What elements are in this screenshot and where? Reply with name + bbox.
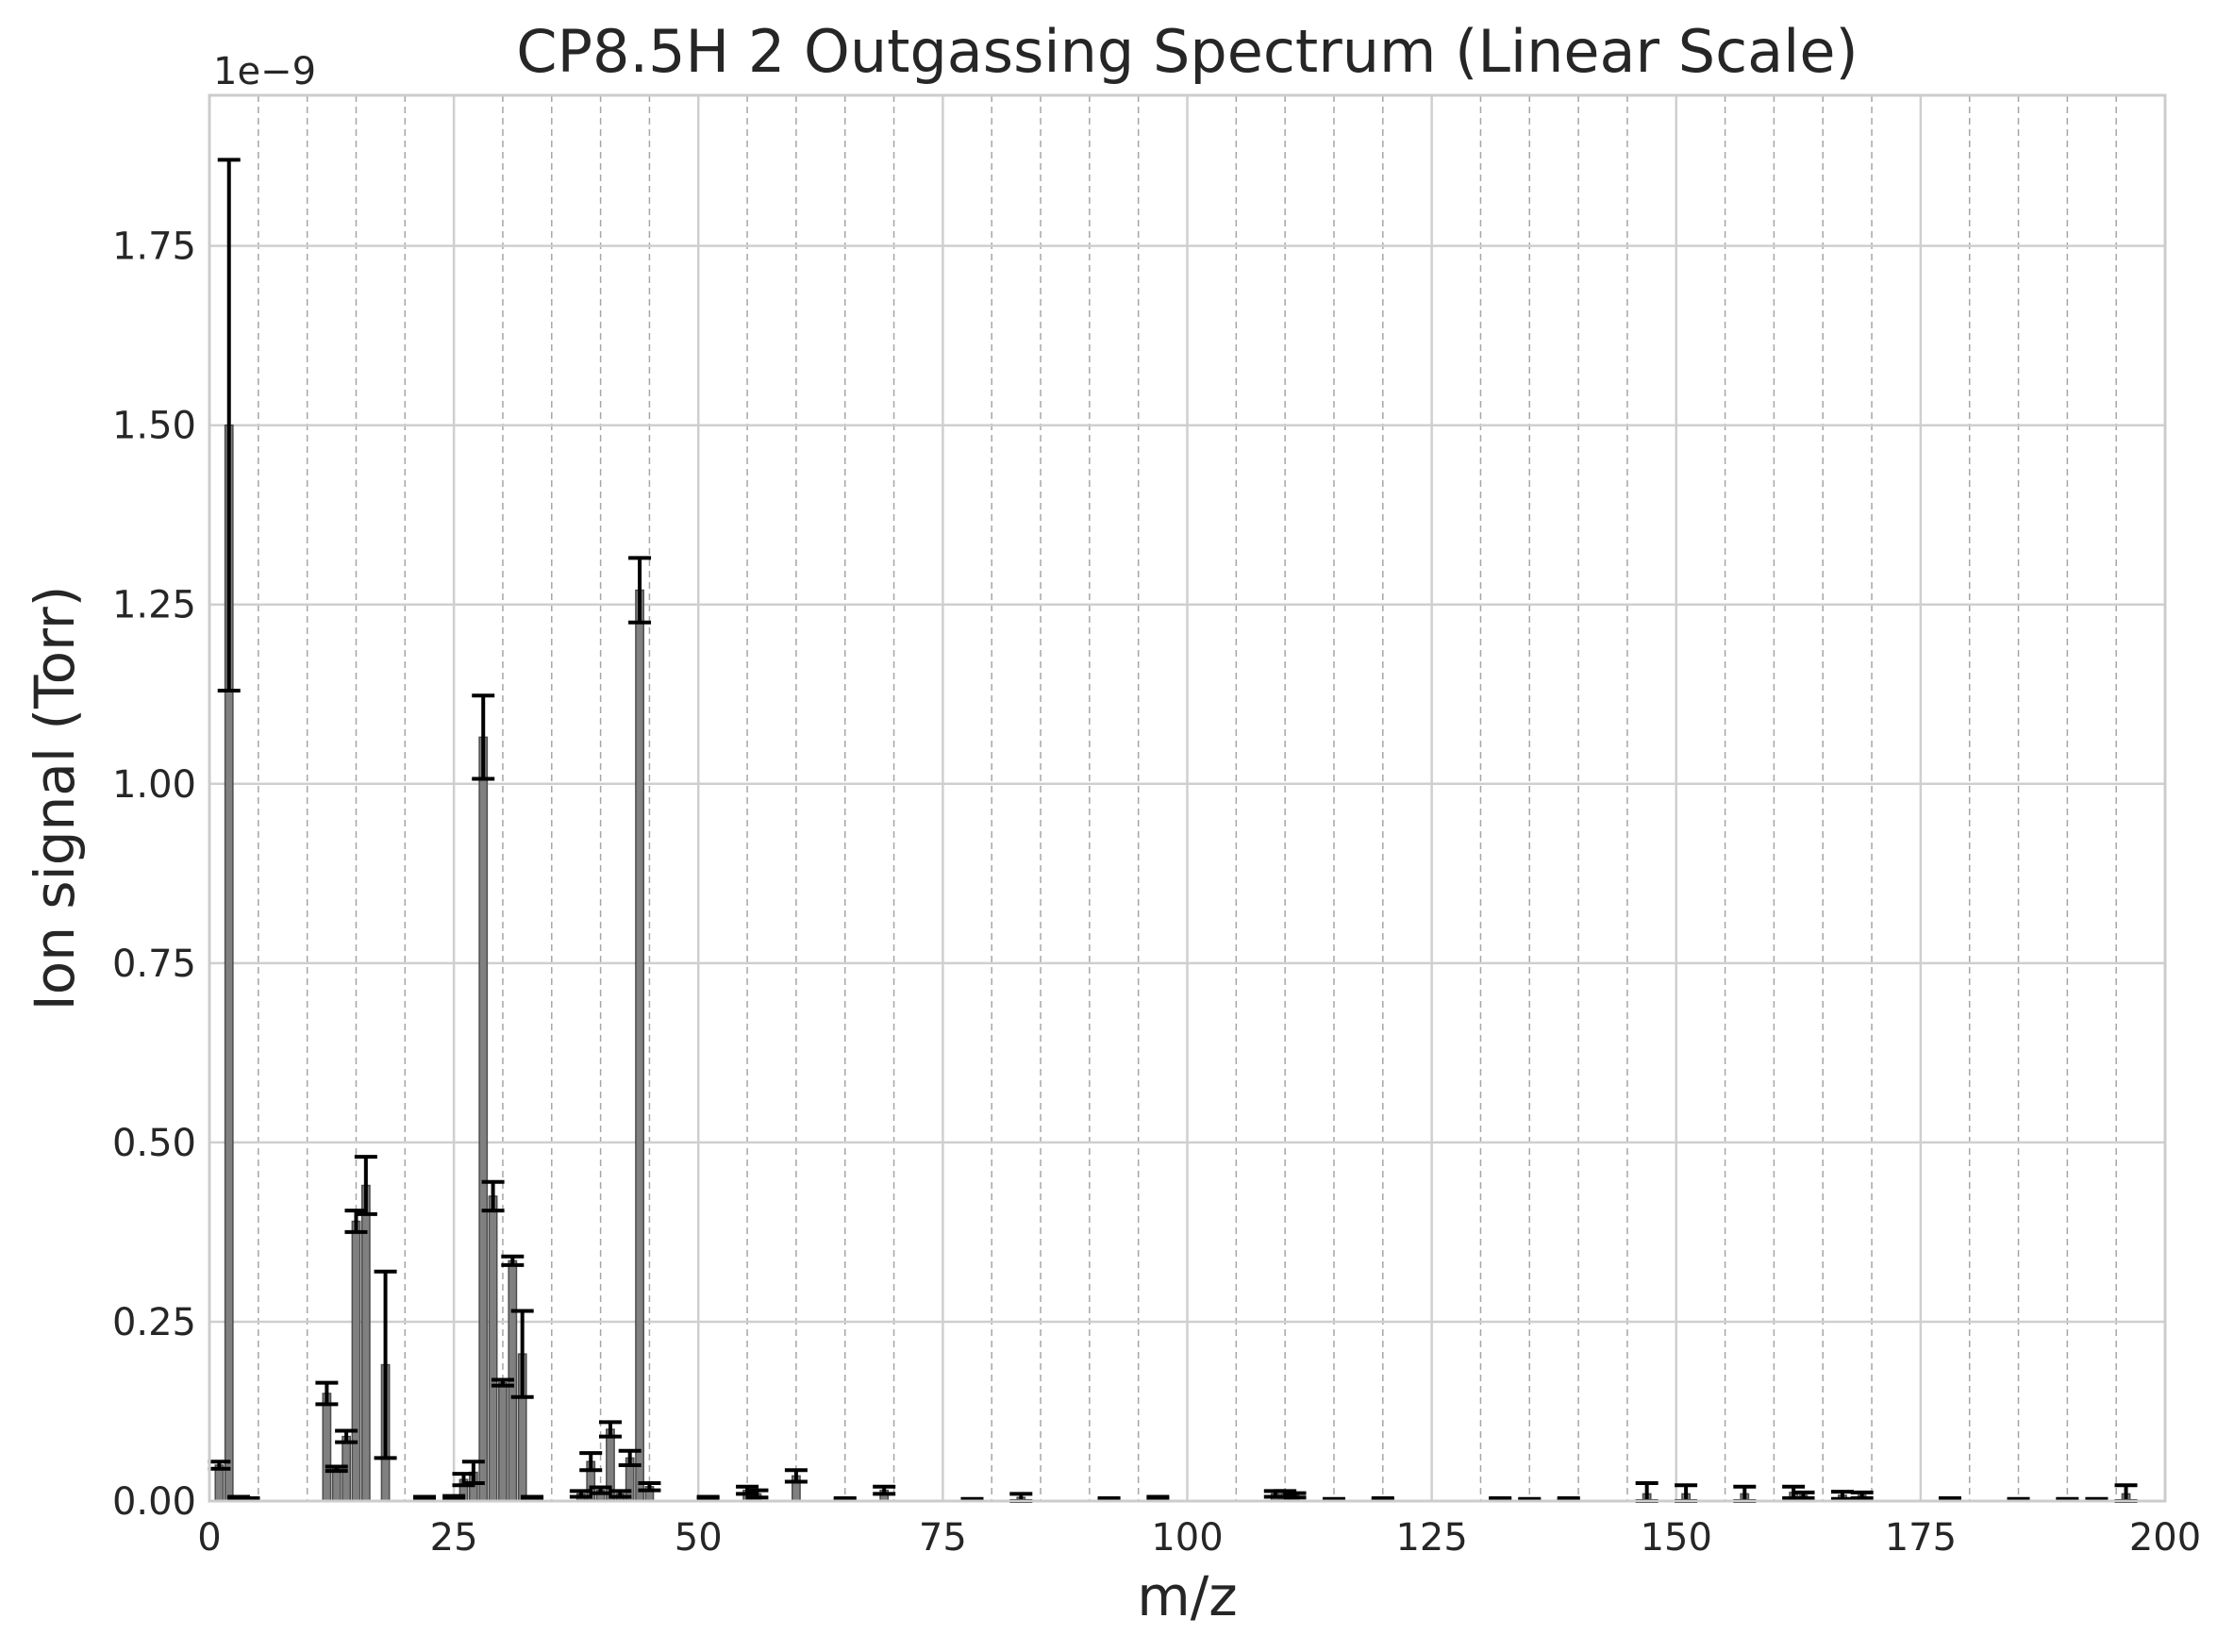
y-tick-label: 0.50 (112, 1122, 196, 1165)
error-bar (1097, 1495, 1121, 1502)
error-bar (598, 1420, 622, 1439)
error-bar (354, 1155, 377, 1216)
spectrum-bar (478, 736, 489, 1502)
chart-title: CP8.5H 2 Outgassing Spectrum (Linear Sca… (516, 17, 1858, 86)
error-bar (374, 1269, 397, 1460)
error-bar (1283, 1491, 1307, 1500)
spectrum-bar (342, 1435, 352, 1502)
y-tick-label: 0.00 (112, 1480, 196, 1524)
error-bar (315, 1380, 339, 1407)
x-tick-label: 150 (1641, 1516, 1712, 1560)
error-bar (589, 1485, 612, 1495)
error-bar (521, 1494, 544, 1500)
error-bar (491, 1377, 514, 1388)
error-bars-layer (208, 158, 2138, 1503)
spectrum-bar (322, 1393, 332, 1502)
error-bar (833, 1495, 857, 1502)
y-tick-label: 1.00 (112, 763, 196, 807)
error-bar (1557, 1495, 1580, 1502)
error-bar (1850, 1490, 1874, 1500)
x-tick-label: 0 (197, 1516, 221, 1560)
error-bar (1489, 1495, 1512, 1502)
error-bar (472, 693, 495, 781)
y-tick-label: 0.75 (112, 943, 196, 986)
error-bar (442, 1493, 466, 1501)
error-bar (461, 1460, 485, 1485)
error-bar (696, 1494, 720, 1500)
error-bar (208, 1460, 231, 1471)
x-tick-label: 175 (1885, 1516, 1957, 1560)
error-bar (745, 1488, 769, 1500)
error-bar (1938, 1495, 1961, 1502)
x-tick-label: 125 (1395, 1516, 1467, 1560)
spectrum-bar (488, 1195, 498, 1502)
error-bar (628, 556, 652, 625)
error-bar (1830, 1490, 1854, 1501)
y-axis-label: Ion signal (Torr) (23, 586, 87, 1011)
x-tick-label: 50 (675, 1516, 723, 1560)
x-tick-label: 100 (1151, 1516, 1223, 1560)
y-tick-label: 1.25 (112, 584, 196, 627)
error-bar (481, 1179, 505, 1213)
x-tick-label: 25 (430, 1516, 478, 1560)
error-bar (335, 1428, 358, 1444)
x-axis-label: m/z (1137, 1564, 1237, 1628)
y-tick-label: 1.75 (112, 225, 196, 269)
ticks-layer: 0 25 50 75 100 125 150 175 200 0.00 0.25 0.50 0.75 1.… (112, 225, 2201, 1560)
spectrum-bar (635, 589, 644, 1502)
error-bar (1371, 1495, 1394, 1502)
spectrum-bar (351, 1220, 361, 1502)
error-bar (217, 158, 241, 693)
error-bar (510, 1309, 534, 1399)
plot-frame (208, 93, 2167, 1503)
error-bar (1792, 1490, 1815, 1500)
spectrum-bar (498, 1381, 508, 1502)
error-bar (608, 1489, 632, 1499)
y-tick-label: 1.50 (112, 405, 196, 448)
error-bar (579, 1451, 603, 1473)
error-bar (501, 1254, 525, 1267)
x-tick-label: 200 (2129, 1516, 2201, 1560)
error-bar (569, 1489, 592, 1499)
y-axis-offset-label: 1e−9 (213, 50, 316, 93)
x-tick-label: 75 (919, 1516, 967, 1560)
error-bar (618, 1448, 642, 1467)
error-bar (784, 1468, 808, 1484)
error-bar (638, 1480, 661, 1493)
error-bar (237, 1495, 260, 1502)
error-bar (325, 1464, 348, 1474)
error-bar (873, 1484, 896, 1496)
y-tick-label: 0.25 (112, 1301, 196, 1344)
spectrum-bar (331, 1468, 342, 1502)
error-bar (1146, 1494, 1170, 1502)
error-bar (413, 1494, 437, 1500)
